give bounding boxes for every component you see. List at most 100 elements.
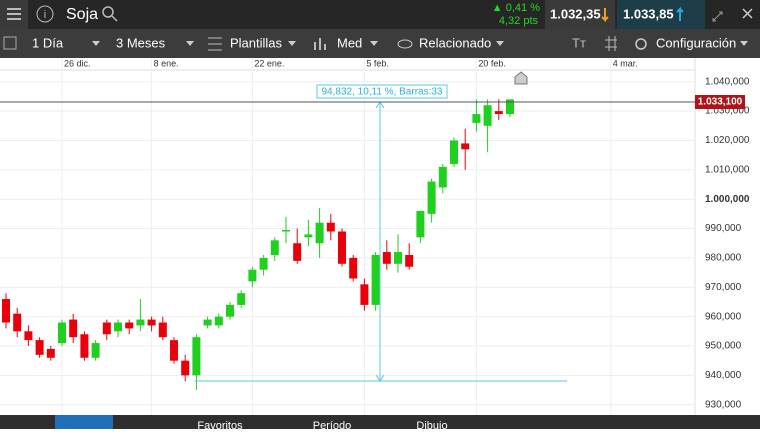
candle-body <box>270 240 279 255</box>
y-tick-label: 970,000 <box>705 282 742 293</box>
bid-arrow <box>601 8 609 23</box>
y-tick-label: 940,000 <box>705 370 742 381</box>
related[interactable]: Relacionado <box>419 35 491 50</box>
candle-body <box>237 293 246 305</box>
candle-body <box>114 322 122 332</box>
candle-body <box>282 230 290 232</box>
dropdown <box>186 41 194 46</box>
candle-body <box>214 316 223 326</box>
y-tick-label: 1.010,000 <box>705 164 750 175</box>
drawing[interactable]: Dibujo <box>416 420 447 432</box>
related-icon <box>397 39 413 49</box>
measure-box <box>316 84 448 99</box>
y-tick-label: 930,000 <box>705 399 742 410</box>
home-marker[interactable] <box>514 71 528 85</box>
search-handle <box>111 15 118 22</box>
menu-icon <box>7 8 21 20</box>
x-tick-label: 8 ene. <box>154 58 179 68</box>
text-tool[interactable]: Tт <box>572 35 586 50</box>
candle-body <box>326 222 335 232</box>
candle-body <box>450 140 458 164</box>
draw-button[interactable] <box>55 415 113 429</box>
candle-body <box>35 340 44 355</box>
info-icon[interactable] <box>36 5 54 23</box>
change-pct: ▲ 0,41 % <box>492 2 540 14</box>
candle-body <box>293 243 302 261</box>
candle-body <box>427 181 436 214</box>
settings-icon <box>635 38 647 50</box>
toolbar <box>0 29 760 58</box>
x-tick-label: 26 dic. <box>64 58 91 68</box>
x-tick-label: 20 feb. <box>478 58 506 68</box>
price-tag <box>695 95 745 110</box>
y-tick-label: 980,000 <box>705 253 742 264</box>
candle-body <box>371 254 380 305</box>
dropdown <box>370 41 378 46</box>
candle-body <box>13 313 22 332</box>
period[interactable]: Período <box>313 420 352 432</box>
y-tick-label: 950,000 <box>705 341 742 352</box>
settings[interactable]: Configuración <box>656 35 736 50</box>
change-pts: 4,32 pts <box>499 15 539 27</box>
measure-label: 94,832, 10,11 %, Barras:33 <box>321 87 442 98</box>
candle-body <box>315 222 324 244</box>
panel-icon[interactable] <box>3 36 17 50</box>
grid-tool[interactable] <box>605 36 617 51</box>
indicator-icon <box>314 38 326 50</box>
price-tag-label: 1.033,100 <box>698 97 743 108</box>
candle-body <box>80 334 89 358</box>
x-tick-label: 5 feb. <box>366 58 389 68</box>
indicator[interactable]: Med <box>337 35 362 50</box>
candle-body <box>24 331 33 341</box>
expand-icon[interactable] <box>712 11 723 22</box>
candle-body <box>69 319 78 338</box>
templates[interactable]: Plantillas <box>230 35 283 50</box>
close-icon[interactable] <box>742 8 753 19</box>
templates-icon <box>208 37 222 51</box>
y-tick-label: 1.030,000 <box>705 106 750 117</box>
candle-body <box>46 348 55 358</box>
candle-body <box>338 231 346 264</box>
candle-body <box>192 337 201 376</box>
bid: 1.032,35 <box>550 6 601 21</box>
favorites[interactable]: Favoritos <box>197 420 243 432</box>
candle-body <box>472 114 481 123</box>
ask-button[interactable] <box>617 0 705 29</box>
ask-arrow <box>676 6 684 21</box>
candle-body <box>494 111 503 115</box>
range[interactable]: 3 Meses <box>116 35 166 50</box>
candle-body <box>2 299 10 323</box>
candle-body <box>147 319 156 326</box>
dropdown <box>496 41 504 46</box>
interval[interactable]: 1 Día <box>32 35 64 50</box>
ask: 1.033,85 <box>623 6 674 21</box>
candle-body <box>136 319 145 326</box>
candle-body <box>483 105 492 126</box>
footer <box>0 415 760 429</box>
x-tick-label: 4 mar. <box>613 58 638 68</box>
y-tick-label: 1.040,000 <box>705 76 750 87</box>
search-icon[interactable] <box>102 6 114 18</box>
plot: 1.040,000 1.030,000 1.020,000 1.010,000 1.00… <box>0 58 750 415</box>
candle-body <box>405 254 414 267</box>
candle-body <box>382 252 391 264</box>
dropdown <box>92 41 100 46</box>
candle-body <box>349 257 358 279</box>
candle-body <box>226 304 234 317</box>
y-tick-label: 1.000,000 <box>705 194 750 205</box>
candle-body <box>360 284 369 305</box>
y-tick-label: 1.020,000 <box>705 135 750 146</box>
x-tick-label: 22 ene. <box>254 58 284 68</box>
candle-body <box>158 322 167 338</box>
candle-body <box>58 322 66 344</box>
info-glyph: i <box>44 9 46 21</box>
instrument[interactable]: Soja <box>66 6 98 23</box>
dropdown <box>740 41 748 46</box>
y-tick-label: 960,000 <box>705 311 742 322</box>
candle-body <box>461 143 470 150</box>
y-tick-label: 990,000 <box>705 223 742 234</box>
candle-body <box>506 99 514 115</box>
candle-body <box>304 234 313 238</box>
bid-button[interactable] <box>545 0 615 29</box>
